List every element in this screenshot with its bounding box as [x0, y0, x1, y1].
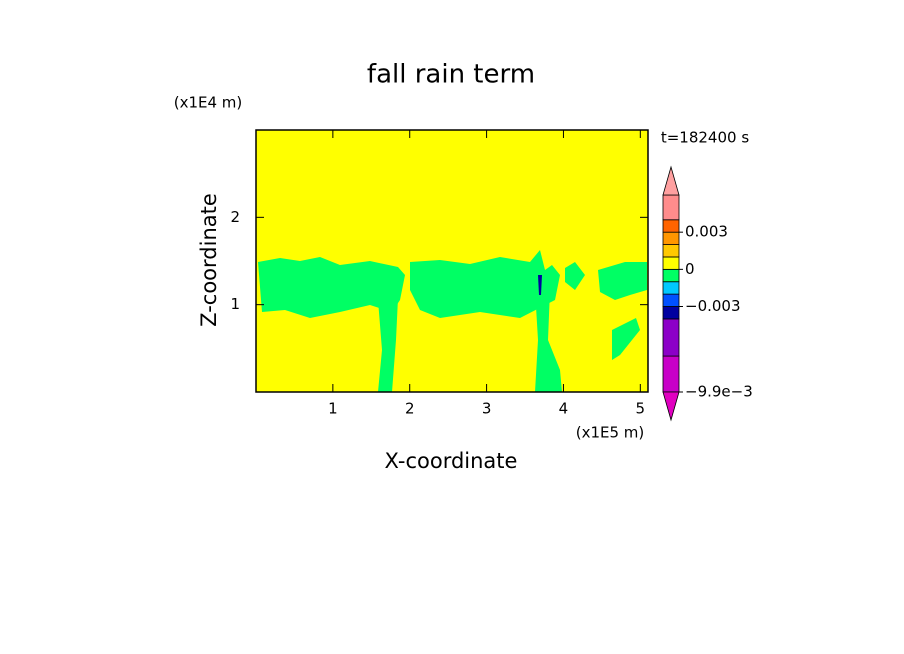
time-annotation: t=182400 s	[661, 129, 749, 147]
colorbar-under	[662, 391, 680, 422]
x-tick-label: 4	[559, 400, 569, 418]
colorbar-tick-label: 0	[685, 260, 695, 278]
x-tick-label: 1	[328, 400, 338, 418]
x-tick-label: 3	[482, 400, 492, 418]
x-axis-label: X-coordinate	[385, 449, 518, 473]
colorbar-segment	[662, 256, 680, 270]
colorbar-segment	[662, 244, 680, 258]
x-tick-label: 2	[405, 400, 415, 418]
colorbar-segment	[662, 268, 680, 283]
colorbar-segment	[662, 293, 680, 307]
y-tick-label: 2	[230, 208, 240, 226]
colorbar-segment	[662, 355, 680, 393]
y-tick-label: 1	[230, 295, 240, 313]
field-band	[258, 250, 647, 392]
y-unit: (x1E4 m)	[174, 94, 243, 112]
x-tick-label: 5	[636, 400, 646, 418]
colorbar-segment	[662, 281, 680, 295]
colorbar-segment	[662, 219, 680, 233]
colorbar-over	[662, 165, 680, 196]
colorbar-segment	[662, 231, 680, 245]
colorbar-segment	[662, 318, 680, 357]
plot-frame	[255, 129, 649, 393]
field-streak	[538, 275, 542, 295]
colorbar-tick-label: 0.003	[685, 223, 728, 241]
colorbar-segment	[662, 306, 680, 320]
x-unit: (x1E5 m)	[576, 424, 645, 442]
colorbar-tick-label: −0.003	[685, 297, 741, 315]
colorbar-tick-label: −9.9e−3	[685, 383, 753, 401]
chart-title: fall rain term	[367, 60, 535, 90]
y-axis-label: Z-coordinate	[197, 193, 221, 327]
contour-field	[256, 130, 648, 392]
colorbar-segment	[662, 194, 680, 221]
